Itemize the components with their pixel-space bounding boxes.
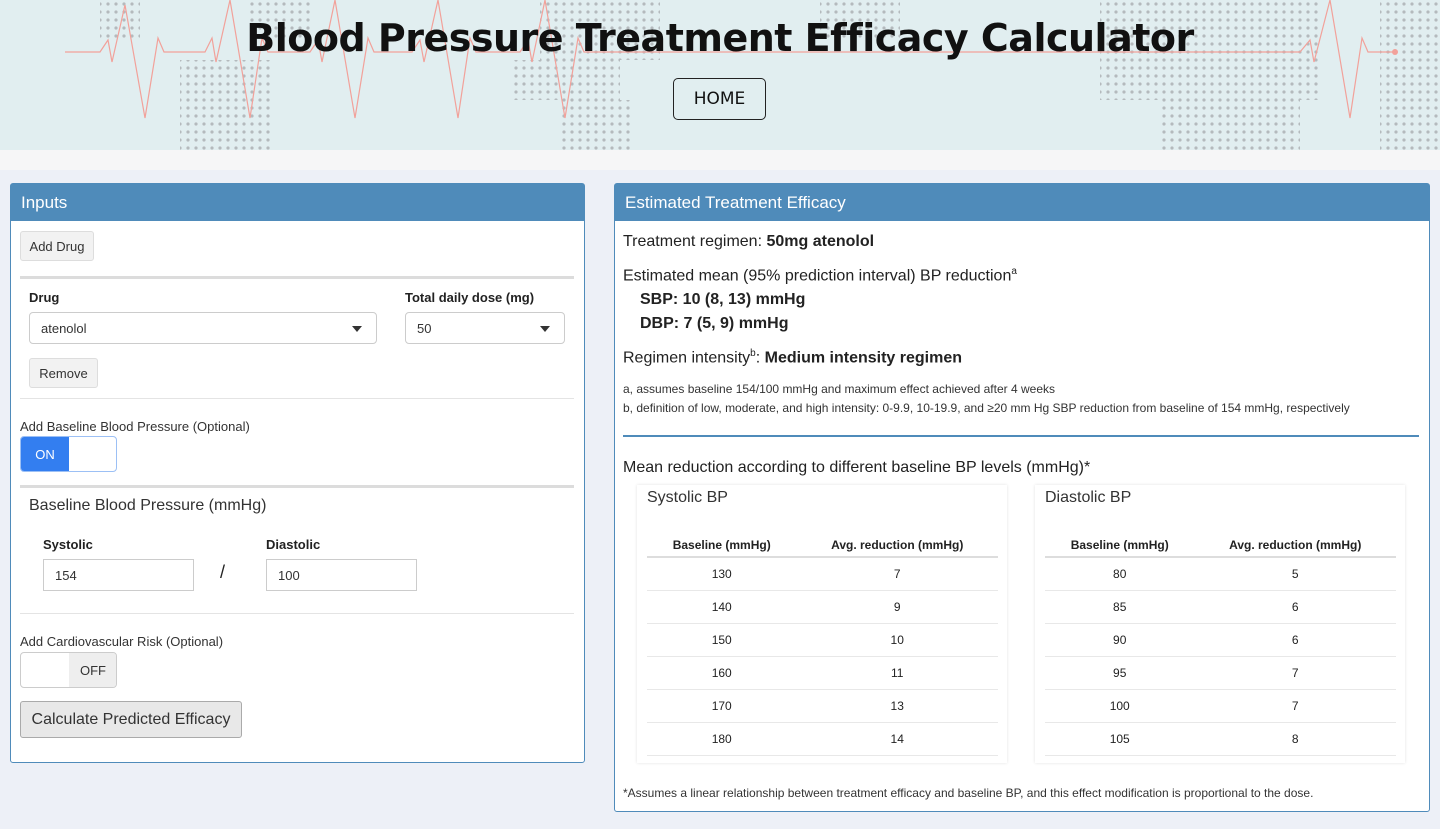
divider	[20, 613, 574, 614]
table-cell: 140	[647, 590, 797, 624]
systolic-input[interactable]: 154	[43, 559, 194, 591]
table-cell: 180	[647, 722, 797, 756]
dbp-result: DBP: 7 (5, 9) mmHg	[640, 315, 789, 332]
table-cell: 9	[796, 590, 998, 624]
table-row: 160 11	[647, 656, 998, 690]
baseline-title: Baseline Blood Pressure (mmHg)	[29, 497, 267, 514]
drug-select-value: atenolol	[41, 321, 87, 336]
divider	[20, 276, 574, 279]
divider	[20, 485, 574, 488]
column-header: Baseline (mmHg)	[1045, 533, 1195, 558]
table-cell: 160	[647, 656, 797, 690]
table-cell: 10	[796, 623, 998, 657]
systolic-label: Systolic	[43, 537, 93, 552]
table-row: 95 7	[1045, 656, 1396, 690]
home-button[interactable]: HOME	[673, 78, 766, 120]
drug-select[interactable]: atenolol	[29, 312, 377, 344]
intensity-label: Regimen intensity	[623, 349, 751, 367]
table-cell: 100	[1045, 689, 1195, 723]
footnote-marker-b: b	[750, 348, 756, 359]
reduction-heading: Estimated mean (95% prediction interval)…	[623, 266, 1017, 285]
intensity-colon: :	[755, 349, 765, 367]
footnote-b: b, definition of low, moderate, and high…	[623, 401, 1350, 415]
table-cell: 11	[796, 656, 998, 690]
toggle-off-label: OFF	[69, 653, 116, 687]
table-row: 150 10	[647, 623, 998, 657]
baseline-toggle[interactable]: ON	[20, 436, 117, 472]
diastolic-input[interactable]: 100	[266, 559, 417, 591]
dose-select-value: 50	[417, 321, 432, 336]
table-cell: 105	[1045, 722, 1195, 756]
regimen-label: Treatment regimen:	[623, 233, 767, 250]
table-cell: 7	[1194, 689, 1396, 723]
table-cell: 7	[796, 557, 998, 591]
diastolic-table-title: Diastolic BP	[1045, 489, 1132, 506]
table-cell: 150	[647, 623, 797, 657]
dose-select[interactable]: 50	[405, 312, 565, 344]
ecg-map-background	[65, 0, 1440, 150]
table-row: 90 6	[1045, 623, 1396, 657]
header-divider	[0, 150, 1440, 170]
results-panel-title: Estimated Treatment Efficacy	[615, 184, 1429, 221]
add-drug-button[interactable]: Add Drug	[20, 231, 94, 261]
table-cell: 80	[1045, 557, 1195, 591]
cv-toggle-label: Add Cardiovascular Risk (Optional)	[20, 634, 224, 649]
baseline-toggle-label: Add Baseline Blood Pressure (Optional)	[20, 419, 250, 434]
table-cell: 6	[1194, 590, 1396, 624]
table-row: 85 6	[1045, 590, 1396, 624]
diastolic-table-box: Diastolic BP Baseline (mmHg) Avg. reducti…	[1035, 485, 1405, 763]
table-row: 180 14	[647, 722, 998, 756]
column-header: Avg. reduction (mmHg)	[1194, 533, 1396, 558]
table-cell: 6	[1194, 623, 1396, 657]
table-cell: 7	[1194, 656, 1396, 690]
footnote-marker-a: a	[1011, 266, 1017, 277]
sbp-result: SBP: 10 (8, 13) mmHg	[640, 291, 806, 308]
table-row: 100 7	[1045, 689, 1396, 723]
table-row: 105 8	[1045, 722, 1396, 756]
table-row: 140 9	[647, 590, 998, 624]
table-footnote: *Assumes a linear relationship between t…	[623, 786, 1314, 800]
table-cell: 8	[1194, 722, 1396, 756]
treatment-regimen: Treatment regimen: 50mg atenolol	[623, 233, 874, 251]
table-row: 80 5	[1045, 557, 1396, 591]
header-banner: Blood Pressure Treatment Efficacy Calcul…	[0, 0, 1440, 150]
diastolic-table: Baseline (mmHg) Avg. reduction (mmHg) 80 5…	[1045, 533, 1396, 756]
systolic-table-title: Systolic BP	[647, 489, 728, 506]
chevron-down-icon	[540, 326, 550, 332]
dose-label: Total daily dose (mg)	[405, 290, 535, 305]
table-cell: 130	[647, 557, 797, 591]
reduction-heading-text: Estimated mean (95% prediction interval)…	[623, 267, 1012, 285]
table-cell: 5	[1194, 557, 1396, 591]
intensity-value: Medium intensity regimen	[764, 349, 962, 367]
divider	[623, 435, 1419, 437]
column-header: Baseline (mmHg)	[647, 533, 797, 558]
table-cell: 170	[647, 689, 797, 723]
table-heading: Mean reduction according to different ba…	[623, 459, 1091, 476]
inputs-panel-title: Inputs	[11, 184, 584, 221]
cv-risk-toggle[interactable]: OFF	[20, 652, 117, 688]
systolic-table-box: Systolic BP Baseline (mmHg) Avg. reductio…	[637, 485, 1007, 763]
table-cell: 85	[1045, 590, 1195, 624]
table-cell: 95	[1045, 656, 1195, 690]
footnote-a: a, assumes baseline 154/100 mmHg and max…	[623, 382, 1055, 396]
chevron-down-icon	[352, 326, 362, 332]
calculate-button[interactable]: Calculate Predicted Efficacy	[20, 701, 242, 738]
column-header: Avg. reduction (mmHg)	[796, 533, 998, 558]
table-cell: 14	[796, 722, 998, 756]
table-row: 130 7	[647, 557, 998, 591]
bp-separator: /	[220, 562, 226, 582]
diastolic-label: Diastolic	[266, 537, 321, 552]
table-cell: 90	[1045, 623, 1195, 657]
systolic-table: Baseline (mmHg) Avg. reduction (mmHg) 130…	[647, 533, 998, 756]
table-row: 170 13	[647, 689, 998, 723]
toggle-on-label: ON	[21, 437, 69, 471]
divider	[20, 398, 574, 399]
remove-drug-button[interactable]: Remove	[29, 358, 98, 388]
drug-label: Drug	[29, 290, 60, 305]
regimen-value: 50mg atenolol	[766, 233, 875, 250]
regimen-intensity: Regimen intensityb: Medium intensity reg…	[623, 348, 962, 367]
page-title: Blood Pressure Treatment Efficacy Calcul…	[246, 16, 1194, 60]
table-cell: 13	[796, 689, 998, 723]
